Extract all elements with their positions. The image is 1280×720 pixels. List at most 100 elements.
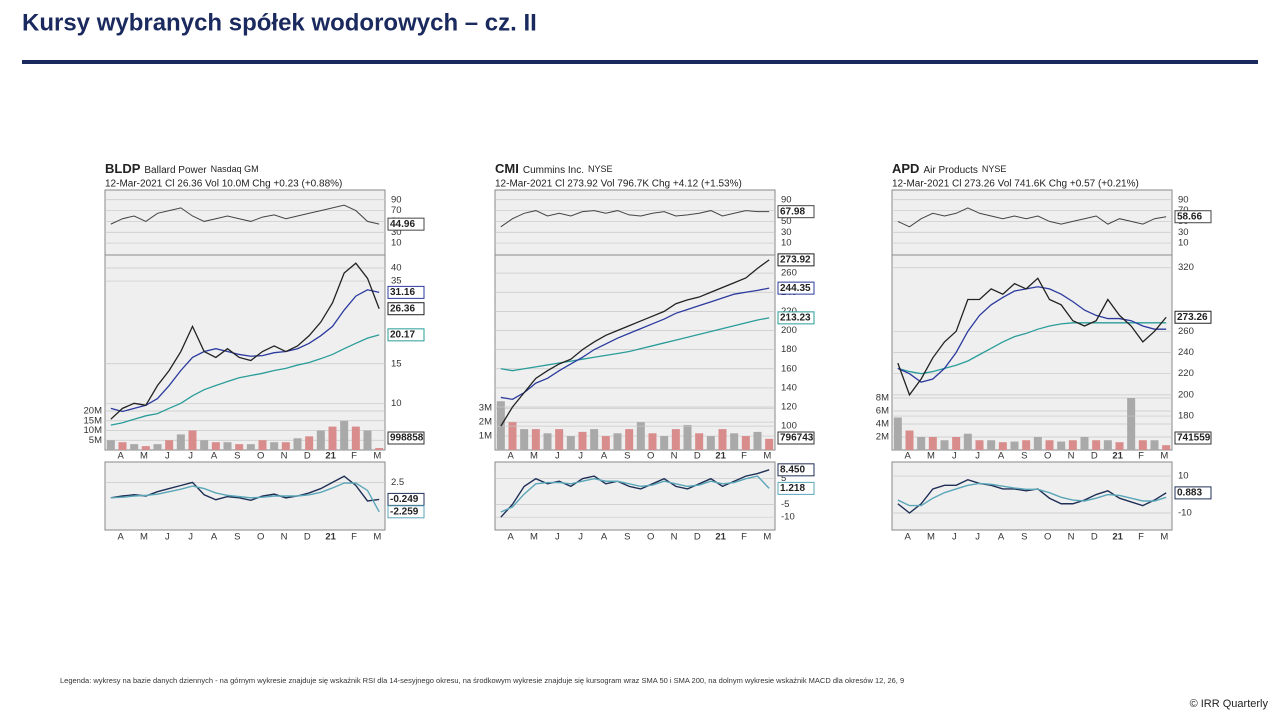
month-label: S — [624, 532, 630, 543]
macd-tick-label: -5 — [781, 499, 789, 510]
value-badge: 67.98 — [780, 206, 805, 217]
volume-bar — [1010, 441, 1019, 450]
company-name: Ballard Power — [144, 165, 207, 176]
value-badge: 741559 — [1177, 433, 1211, 444]
month-label: J — [952, 532, 957, 543]
volume-bar — [340, 420, 349, 450]
volume-tick-label: 20M — [84, 406, 103, 417]
title-rule — [22, 60, 1258, 64]
month-label: 21 — [715, 451, 726, 462]
price-tick-label: 240 — [1178, 347, 1194, 358]
volume-bar — [1057, 441, 1066, 450]
value-badge: 31.16 — [390, 287, 415, 298]
volume-bar — [363, 430, 372, 450]
volume-bar — [141, 446, 150, 450]
value-badge-box — [387, 302, 425, 316]
macd-tick-label: 10 — [1178, 471, 1189, 482]
macd-tick-label: 2.5 — [391, 477, 404, 488]
volume-bar — [566, 436, 575, 450]
volume-bar — [1092, 440, 1101, 450]
month-label: O — [647, 451, 654, 462]
volume-bar — [176, 434, 185, 450]
month-label: J — [165, 451, 170, 462]
volume-tick-label: 8M — [876, 393, 889, 404]
rsi-line — [897, 207, 1167, 228]
price-line — [110, 334, 380, 426]
month-label: J — [578, 532, 583, 543]
volume-bar — [987, 440, 996, 450]
value-badge: 796743 — [780, 433, 814, 444]
volume-bar — [648, 433, 657, 450]
exchange: NYSE — [588, 164, 613, 174]
value-badge-box — [777, 431, 815, 445]
macd-line — [897, 482, 1167, 507]
volume-bar — [543, 433, 552, 450]
volume-bar — [706, 436, 715, 450]
volume-bar — [636, 422, 645, 450]
value-badge-box — [777, 281, 815, 295]
volume-bar — [660, 436, 669, 450]
month-label: M — [1160, 532, 1168, 543]
month-label: A — [601, 451, 608, 462]
month-label: 21 — [1112, 532, 1123, 543]
volume-bar — [270, 442, 279, 450]
value-badge-box — [1174, 486, 1212, 500]
value-badge-box — [777, 205, 815, 219]
volume-bar — [508, 422, 517, 450]
volume-bar — [351, 426, 360, 450]
rsi-tick-label: 90 — [781, 194, 792, 205]
price-tick-label: 140 — [781, 382, 797, 393]
volume-tick-label: 6M — [876, 406, 889, 417]
month-label: A — [507, 451, 514, 462]
month-label: O — [1044, 451, 1051, 462]
month-label: A — [117, 451, 124, 462]
macd-panel — [891, 461, 1173, 531]
price-tick-label: 200 — [781, 325, 797, 336]
macd-line — [110, 475, 380, 502]
macd-tick-label: -10 — [781, 512, 795, 523]
volume-bar — [671, 429, 680, 450]
month-label: M — [530, 451, 538, 462]
volume-tick-label: 2M — [876, 432, 889, 443]
month-label: F — [741, 451, 747, 462]
macd-line — [500, 475, 770, 513]
month-label: J — [555, 451, 560, 462]
price-tick-label: 260 — [1178, 326, 1194, 337]
month-label: O — [257, 451, 264, 462]
value-badge-box — [1174, 310, 1212, 324]
volume-bar — [328, 426, 337, 450]
slide-title: Kursy wybranych spółek wodorowych – cz. … — [22, 9, 537, 36]
value-badge: 244.35 — [780, 283, 811, 294]
rsi-tick-label: 70 — [391, 205, 402, 216]
month-label: M — [927, 532, 935, 543]
month-label: J — [975, 451, 980, 462]
volume-bar — [153, 444, 162, 450]
price-tick-label: 160 — [781, 363, 797, 374]
value-badge-box — [777, 311, 815, 325]
macd-tick-label: 5 — [781, 473, 786, 484]
month-label: S — [234, 451, 240, 462]
volume-bar — [683, 424, 692, 450]
volume-bar — [917, 437, 926, 450]
month-label: N — [281, 532, 288, 543]
volume-bar — [1103, 440, 1112, 450]
month-label: M — [373, 532, 381, 543]
price-tick-label: 220 — [1178, 368, 1194, 379]
volume-bar — [975, 440, 984, 450]
volume-bar — [578, 431, 587, 450]
volume-bar — [718, 429, 727, 450]
value-badge-box — [387, 328, 425, 342]
price-tick-label: 10 — [391, 398, 402, 409]
value-badge: 213.23 — [780, 313, 811, 324]
volume-bar — [601, 436, 610, 450]
rsi-tick-label: 10 — [391, 238, 402, 249]
rsi-tick-label: 50 — [781, 216, 792, 227]
value-badge-box — [387, 431, 425, 445]
month-label: J — [578, 451, 583, 462]
rsi-tick-label: 90 — [391, 194, 402, 205]
rsi-tick-label: 30 — [391, 227, 402, 238]
rsi-panel — [104, 189, 386, 256]
month-label: D — [304, 451, 311, 462]
ticker: BLDP — [105, 161, 141, 176]
month-label: D — [694, 532, 701, 543]
